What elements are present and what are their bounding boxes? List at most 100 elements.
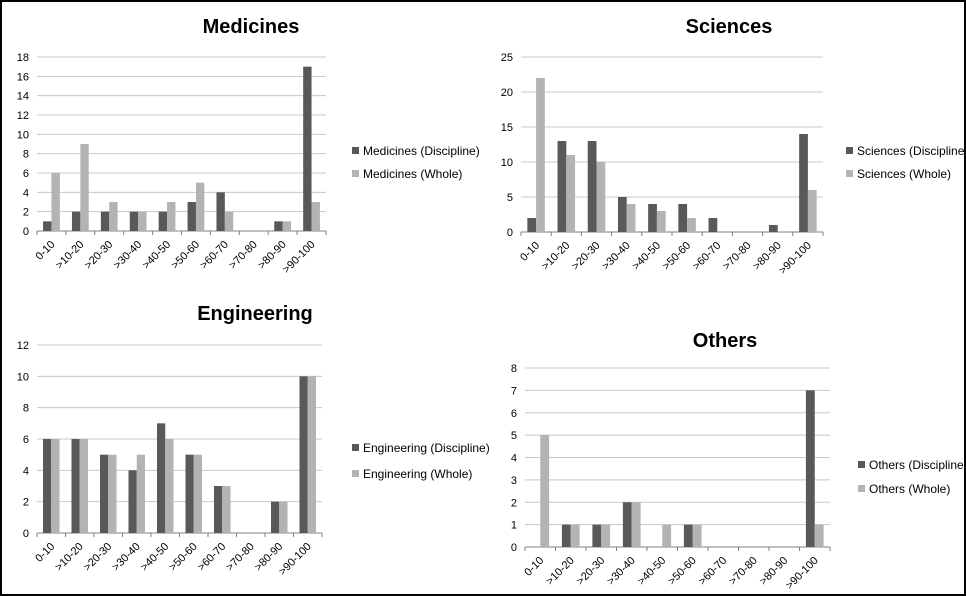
x-tick-label: >90-100 [777,240,814,277]
y-tick-label: 10 [17,129,29,141]
bar-discipline [592,524,602,547]
bar-whole [167,202,176,231]
bar-whole [165,439,174,533]
x-tick-label: >20-30 [81,541,114,574]
y-tick-label: 8 [23,403,29,415]
legend-label: Medicines (Whole) [363,167,462,181]
y-tick-label: 12 [17,340,29,352]
x-tick-label: >40-50 [630,240,663,273]
x-tick-label: >70-80 [727,555,760,588]
bar-whole [631,502,641,547]
x-tick-label: >70-80 [721,240,754,273]
y-tick-label: 20 [501,87,513,99]
y-tick-label: 0 [23,226,29,238]
x-tick-label: >50-60 [666,555,699,588]
y-tick-label: 14 [17,91,29,103]
bar-discipline [185,454,194,533]
x-tick-label: >30-40 [111,239,144,272]
bar-whole [656,211,666,232]
bar-discipline [129,211,139,231]
legend-label: Others (Whole) [869,482,950,496]
legend-label: Others (Discipline) [869,458,966,472]
y-tick-label: 1 [511,520,517,532]
bar-whole [51,173,60,231]
x-tick-label: >70-80 [227,239,260,272]
chart-title: Others [693,330,757,352]
y-tick-label: 18 [17,52,29,64]
bar-discipline [617,197,627,232]
y-tick-label: 0 [511,542,517,554]
bar-whole [601,524,611,547]
bar-whole [79,439,89,533]
legend-label: Medicines (Discipline) [363,144,480,158]
y-tick-label: 6 [511,408,517,420]
x-tick-label: >30-40 [110,541,143,574]
bar-whole [692,524,702,547]
x-tick-label: >60-70 [198,239,231,272]
bar-whole [109,202,118,231]
y-tick-label: 15 [501,122,513,134]
y-tick-label: 10 [501,157,513,169]
x-tick-label: >20-30 [574,555,607,588]
bar-whole [108,454,117,533]
chart-sciences: Sciences 0 5 10 15 20 25 0-10>10-20>20-30>30-40… [501,16,966,277]
y-tick-label: 6 [23,434,29,446]
y-tick-label: 0 [23,528,29,540]
bar-discipline [587,141,597,232]
bar-whole [195,182,205,231]
chart-medicines: Medicines 0 2 4 6 8 10 12 14 16 18 0-10>10-20>20-30… [17,16,480,276]
bar-discipline [156,423,166,533]
bar-whole [662,524,672,547]
y-tick-label: 4 [511,453,517,465]
x-tick-label: 0-10 [518,240,542,264]
x-tick-label: >10-20 [544,555,577,588]
bar-whole [687,218,696,232]
x-tick-label: >60-70 [690,240,723,273]
bar-whole [193,454,203,533]
x-tick-label: >30-40 [600,240,633,273]
bar-discipline [187,202,196,231]
bar-discipline [42,439,52,533]
bar-discipline [527,218,537,232]
bar-whole [282,221,292,231]
bar-discipline [100,211,110,231]
legend-swatch [846,147,853,154]
bar-whole [814,524,824,547]
bar-discipline [99,454,109,533]
legend-swatch [352,444,359,451]
x-tick-label: >20-30 [82,239,115,272]
bar-discipline [683,524,693,547]
y-tick-label: 16 [17,71,29,83]
x-tick-label: >60-70 [195,541,228,574]
bar-whole [222,486,231,533]
bar-discipline [274,221,283,231]
bar-whole [566,155,576,232]
legend-swatch [352,147,359,154]
bar-discipline [128,470,137,533]
legend-swatch [352,470,359,477]
y-tick-label: 5 [507,192,513,204]
bar-whole [136,454,146,533]
bar-whole [807,190,817,232]
legend-swatch [858,485,865,492]
bar-discipline [622,502,632,547]
bar-discipline [71,211,81,231]
x-tick-label: >10-20 [53,541,86,574]
bar-whole [540,435,550,547]
y-tick-label: 12 [17,110,29,122]
x-tick-label: >50-60 [169,239,202,272]
y-tick-label: 4 [23,187,29,199]
bar-discipline [216,192,225,231]
bar-discipline [799,134,808,232]
legend-swatch [858,461,865,468]
legend-label: Engineering (Discipline) [363,441,490,455]
legend-label: Engineering (Whole) [363,467,472,481]
chart-title: Engineering [197,303,313,325]
bar-whole [80,144,89,231]
bar-discipline [648,204,657,232]
bar-whole [307,376,317,533]
x-tick-label: >90-100 [280,239,317,276]
bar-whole [596,162,606,232]
y-tick-label: 6 [23,168,29,180]
y-tick-label: 2 [23,207,29,219]
